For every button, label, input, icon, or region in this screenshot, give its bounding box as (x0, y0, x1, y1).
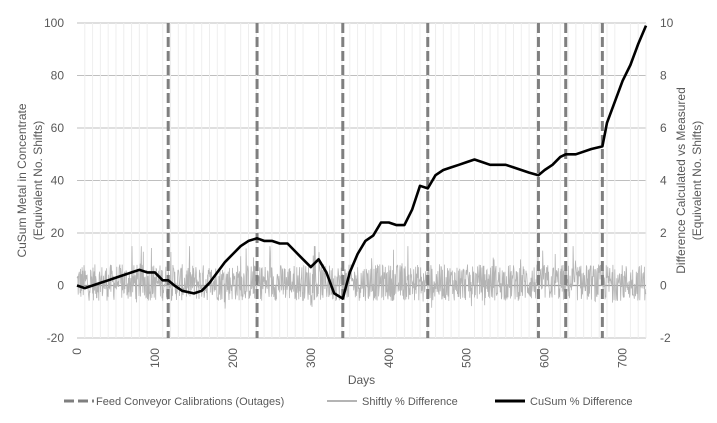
y-tick-label-left: 0 (57, 279, 64, 293)
cusum-line (76, 25, 648, 300)
x-tick-label: 100 (148, 348, 162, 368)
shiftly-series (76, 246, 647, 309)
y-tick-label-left: 100 (44, 16, 64, 30)
cusum-series (76, 25, 648, 300)
y-tick-label-right: 8 (660, 69, 667, 83)
y-tick-label-left: -20 (47, 331, 65, 345)
y-tick-label-right: 10 (660, 16, 674, 30)
shiftly-line (76, 246, 647, 309)
y-tick-label-left: 60 (51, 121, 65, 135)
x-tick-label: 200 (226, 348, 240, 368)
x-tick-label: 700 (616, 348, 630, 368)
y-tick-label-left: 40 (51, 174, 65, 188)
y-tick-label-right: -2 (660, 331, 671, 345)
legend-label-cusum: CuSum % Difference (530, 396, 633, 408)
y-tick-label-right: 0 (660, 279, 667, 293)
calibration-lines (166, 23, 604, 338)
x-axis-title: Days (348, 373, 375, 387)
x-tick-label: 600 (538, 348, 552, 368)
legend-label-shiftly: Shiftly % Difference (362, 396, 458, 408)
y-tick-label-right: 6 (660, 121, 667, 135)
y-tick-label-right: 2 (660, 226, 667, 240)
legend: Feed Conveyor Calibrations (Outages) Shif… (64, 396, 633, 408)
x-tick-label: 300 (304, 348, 318, 368)
x-tick-label: 400 (382, 348, 396, 368)
y-tick-label-left: 80 (51, 69, 65, 83)
y-tick-label-left: 20 (51, 226, 65, 240)
x-tick-label: 500 (460, 348, 474, 368)
axis-titles: Days CuSum Metal in Concentrate (Equivalen… (15, 87, 704, 387)
x-tick-label: 0 (70, 348, 84, 355)
y-axis-title-left: CuSum Metal in Concentrate (Equivalent No… (15, 103, 45, 257)
y-axis-title-right: Difference Calculated vs Measured (Equiva… (674, 87, 704, 274)
legend-label-calibration: Feed Conveyor Calibrations (Outages) (96, 396, 284, 408)
y-tick-label-right: 4 (660, 174, 667, 188)
